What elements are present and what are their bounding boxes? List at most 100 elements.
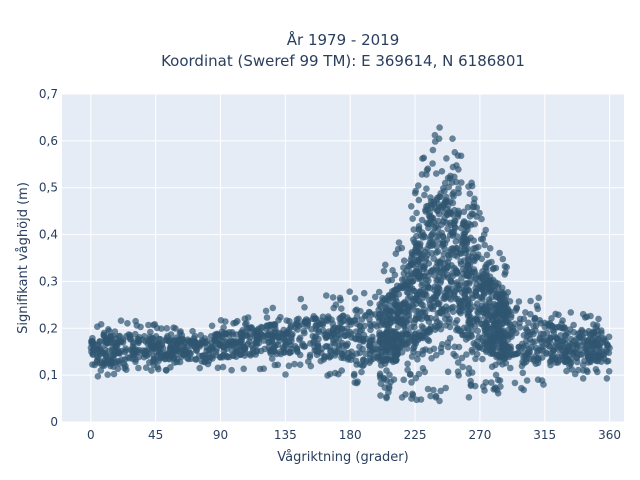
data-point	[587, 312, 594, 320]
data-point	[476, 209, 483, 217]
data-point	[409, 296, 417, 303]
y-tick-label: 0	[50, 415, 58, 429]
data-point	[135, 346, 143, 354]
data-point	[494, 301, 502, 309]
data-point	[111, 328, 119, 335]
data-point	[392, 295, 399, 302]
data-point	[253, 341, 260, 349]
data-point	[430, 386, 437, 394]
data-point	[334, 327, 341, 335]
data-point	[444, 343, 452, 351]
data-point	[484, 277, 491, 285]
data-point	[132, 358, 139, 366]
data-point	[242, 321, 249, 328]
data-point	[412, 315, 420, 323]
data-point	[162, 366, 170, 374]
data-point	[455, 372, 463, 379]
data-point	[494, 325, 502, 333]
data-point	[161, 352, 168, 360]
data-point	[427, 214, 434, 222]
data-point	[240, 343, 248, 351]
data-point	[288, 334, 295, 342]
data-point	[378, 343, 386, 350]
data-point	[353, 313, 361, 320]
data-point	[468, 272, 475, 279]
data-point	[561, 358, 569, 366]
data-point	[414, 240, 422, 247]
data-point	[446, 323, 454, 331]
data-point	[418, 323, 426, 330]
data-point	[375, 288, 383, 296]
data-point	[369, 336, 376, 344]
data-point	[404, 360, 411, 368]
data-point	[381, 300, 389, 308]
data-point	[331, 369, 339, 377]
data-point	[356, 327, 364, 335]
data-point	[409, 215, 417, 222]
data-point	[557, 342, 564, 349]
data-point	[187, 355, 195, 363]
data-point	[371, 293, 379, 301]
data-point	[142, 364, 150, 372]
data-point	[584, 348, 591, 355]
data-point	[129, 346, 136, 354]
data-point	[561, 336, 569, 344]
data-point	[413, 209, 420, 217]
data-point	[269, 304, 277, 312]
chart-title: År 1979 - 2019	[287, 30, 400, 49]
data-point	[233, 347, 240, 355]
data-point	[401, 282, 408, 290]
data-point	[497, 383, 504, 390]
data-point	[434, 225, 442, 232]
data-point	[236, 338, 243, 346]
data-point	[423, 185, 430, 192]
data-point	[488, 347, 495, 355]
data-point	[445, 294, 453, 301]
data-point	[293, 316, 301, 324]
data-point	[388, 288, 396, 295]
data-point	[466, 190, 474, 197]
data-point	[345, 354, 352, 361]
data-point	[486, 245, 494, 252]
data-point	[410, 226, 418, 233]
data-point	[196, 364, 203, 372]
data-point	[282, 371, 289, 378]
data-point	[88, 348, 95, 356]
data-point	[507, 314, 515, 321]
data-point	[283, 317, 291, 324]
data-point	[329, 320, 337, 328]
x-tick-label: 135	[274, 428, 297, 442]
data-point	[405, 272, 412, 279]
data-point	[397, 319, 404, 327]
data-point	[172, 325, 179, 332]
data-point	[472, 288, 480, 295]
data-point	[479, 355, 486, 363]
data-point	[603, 375, 611, 382]
data-point	[490, 320, 498, 328]
y-tick-label: 0,3	[39, 274, 58, 288]
data-point	[114, 365, 122, 373]
data-point	[420, 231, 428, 239]
data-point	[488, 363, 496, 371]
data-point	[521, 352, 528, 360]
data-point	[228, 329, 236, 336]
data-point	[366, 320, 374, 328]
data-point	[408, 379, 415, 386]
y-axis-title: Signifikant våghöjd (m)	[16, 182, 31, 334]
data-point	[446, 175, 454, 182]
data-point	[592, 349, 599, 357]
data-point	[575, 366, 582, 374]
data-point	[427, 235, 434, 243]
data-point	[431, 131, 439, 139]
data-point	[550, 347, 557, 355]
data-point	[436, 320, 444, 327]
data-point	[403, 345, 411, 352]
data-point	[507, 346, 515, 353]
data-point	[307, 362, 315, 370]
data-point	[100, 329, 108, 337]
data-point	[421, 332, 428, 340]
data-point	[442, 384, 450, 392]
data-point	[268, 355, 276, 363]
data-point	[135, 364, 142, 372]
